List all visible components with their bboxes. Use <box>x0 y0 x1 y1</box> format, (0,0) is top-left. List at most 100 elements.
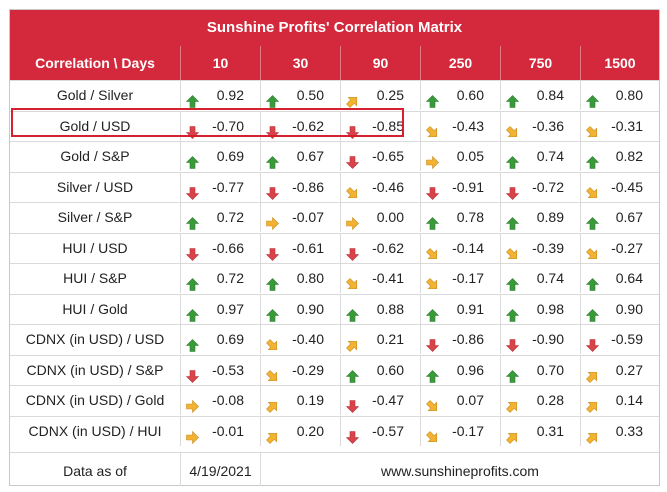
correlation-value: 0.91 <box>456 300 484 317</box>
correlation-value: 0.27 <box>615 361 643 378</box>
arrow-up-icon <box>585 150 600 169</box>
arrow-down-right-icon <box>506 120 519 137</box>
table-row: CDNX (in USD) / USD 0.69 -0.40 0.21 -0.86 -0.… <box>10 324 659 354</box>
correlation-cell: -0.53 <box>180 355 260 385</box>
correlation-cell: 0.90 <box>260 294 340 324</box>
correlation-value: -0.91 <box>452 178 484 195</box>
correlation-cell: 0.69 <box>180 142 260 171</box>
correlation-cell: 0.14 <box>580 386 659 415</box>
table-title: Sunshine Profits' Correlation Matrix <box>10 10 659 46</box>
correlation-cell: -0.39 <box>500 233 580 263</box>
correlation-value: 0.92 <box>216 87 244 103</box>
correlation-cell: -0.07 <box>260 203 340 232</box>
header-period-4: 750 <box>500 46 580 80</box>
correlation-cell: 0.91 <box>420 294 500 324</box>
correlation-value: -0.66 <box>212 239 244 256</box>
correlation-value: -0.07 <box>292 209 324 225</box>
row-label: CDNX (in USD) / HUI <box>28 422 162 439</box>
correlation-value: -0.59 <box>611 331 643 347</box>
correlation-cell: 0.96 <box>420 355 500 385</box>
correlation-value: 0.82 <box>615 148 643 164</box>
correlation-value: 0.74 <box>536 148 564 164</box>
correlation-cell: -0.46 <box>340 172 420 202</box>
correlation-value: -0.65 <box>372 148 404 164</box>
correlation-cell: 0.05 <box>420 142 500 171</box>
arrow-down-icon <box>425 333 440 352</box>
arrow-down-right-icon <box>426 394 439 412</box>
correlation-cell: -0.77 <box>180 172 260 202</box>
arrow-up-icon <box>185 272 200 291</box>
correlation-cell: -0.31 <box>580 111 659 141</box>
arrow-up-right-icon <box>506 425 519 444</box>
row-label: CDNX (in USD) / S&P <box>26 361 164 378</box>
arrow-down-icon <box>265 181 280 200</box>
correlation-cell: 0.89 <box>500 203 580 232</box>
arrow-up-icon <box>185 333 200 352</box>
arrow-up-icon <box>265 303 280 322</box>
row-label: HUI / Gold <box>62 300 128 317</box>
arrow-down-right-icon <box>426 272 439 290</box>
row-label: Gold / S&P <box>60 148 130 164</box>
arrow-up-icon <box>505 211 520 230</box>
correlation-cell: 0.07 <box>420 386 500 415</box>
correlation-cell: -0.08 <box>180 386 260 415</box>
arrow-up-right-icon <box>266 394 279 413</box>
correlation-value: -0.43 <box>452 117 484 134</box>
correlation-cell: -0.62 <box>340 233 420 263</box>
table-row: HUI / USD -0.66 -0.61 -0.62 -0.14 -0.39 -0.27 <box>10 232 659 263</box>
website-link[interactable]: www.sunshineprofits.com <box>260 453 659 486</box>
data-date: 4/19/2021 <box>180 453 260 486</box>
correlation-value: -0.61 <box>292 239 324 256</box>
header-period-0: 10 <box>180 46 260 80</box>
header-label: Correlation \ Days <box>35 55 155 71</box>
correlation-value: -0.57 <box>372 422 404 439</box>
arrow-right-icon <box>186 425 199 444</box>
arrow-down-icon <box>425 181 440 200</box>
correlation-value: 0.07 <box>456 392 484 408</box>
correlation-cell: 0.60 <box>420 81 500 110</box>
arrow-down-icon <box>345 394 360 413</box>
correlation-cell: -0.59 <box>580 325 659 354</box>
correlation-cell: 0.50 <box>260 81 340 110</box>
arrow-up-icon <box>505 150 520 169</box>
correlation-cell: -0.27 <box>580 233 659 263</box>
arrow-up-right-icon <box>346 333 359 352</box>
arrow-down-icon <box>185 364 200 383</box>
correlation-cell: 0.74 <box>500 142 580 171</box>
correlation-value: 0.67 <box>296 148 324 164</box>
correlation-value: 0.28 <box>536 392 564 408</box>
arrow-down-icon <box>505 181 520 200</box>
correlation-cell: -0.86 <box>420 325 500 354</box>
correlation-cell: 0.69 <box>180 325 260 354</box>
correlation-cell: 0.92 <box>180 81 260 110</box>
correlation-cell: -0.70 <box>180 111 260 141</box>
correlation-value: 0.05 <box>456 148 484 164</box>
correlation-value: -0.01 <box>212 422 244 439</box>
correlation-cell: -0.91 <box>420 172 500 202</box>
correlation-value: -0.90 <box>532 331 564 347</box>
table-row: Gold / USD -0.70 -0.62 -0.85 -0.43 -0.36 -0.31 <box>10 110 659 141</box>
correlation-value: 0.74 <box>536 270 564 286</box>
correlation-cell: -0.41 <box>340 264 420 293</box>
correlation-cell: -0.17 <box>420 264 500 293</box>
arrow-down-right-icon <box>426 242 439 259</box>
correlation-value: -0.41 <box>372 270 404 286</box>
correlation-cell: -0.29 <box>260 355 340 385</box>
correlation-cell: 0.25 <box>340 81 420 110</box>
correlation-cell: 0.72 <box>180 203 260 232</box>
correlation-cell: 0.64 <box>580 264 659 293</box>
correlation-cell: 0.78 <box>420 203 500 232</box>
correlation-value: -0.85 <box>372 117 404 134</box>
correlation-value: -0.46 <box>372 178 404 195</box>
correlation-value: -0.17 <box>452 422 484 439</box>
arrow-up-icon <box>585 89 600 108</box>
table-row: CDNX (in USD) / S&P -0.53 -0.29 0.60 0.96 0.7… <box>10 354 659 385</box>
arrow-up-icon <box>265 89 280 108</box>
correlation-cell: 0.00 <box>340 203 420 232</box>
correlation-value: -0.47 <box>372 392 404 408</box>
correlation-cell: 0.80 <box>580 81 659 110</box>
arrow-down-icon <box>345 242 360 261</box>
arrow-down-icon <box>345 120 360 139</box>
correlation-cell: -0.14 <box>420 233 500 263</box>
arrow-down-right-icon <box>346 272 359 290</box>
